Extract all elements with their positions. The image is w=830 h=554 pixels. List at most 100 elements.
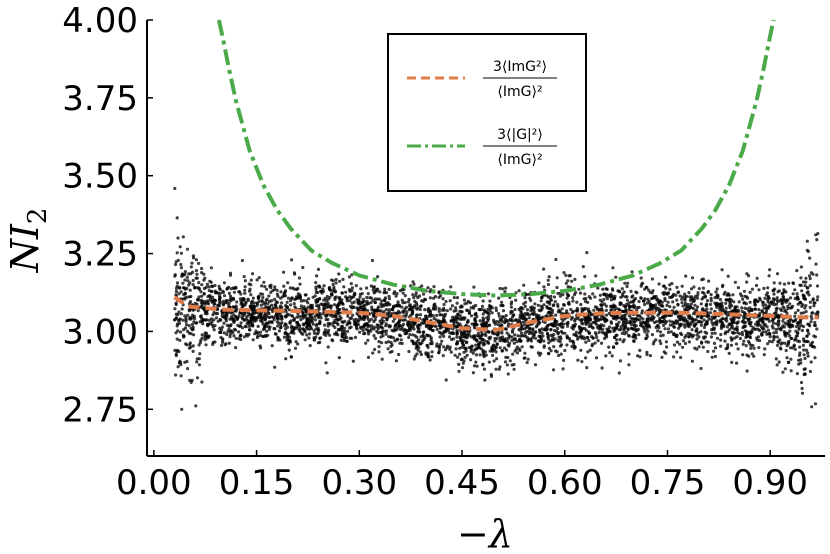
- scatter-point: [191, 278, 195, 283]
- scatter-point: [632, 339, 636, 343]
- scatter-point: [742, 339, 746, 343]
- scatter-point: [562, 358, 566, 362]
- scatter-point: [458, 322, 462, 326]
- scatter-point: [633, 328, 638, 332]
- scatter-point: [383, 287, 387, 291]
- scatter-point: [399, 338, 403, 342]
- scatter-point: [308, 332, 312, 336]
- scatter-point: [672, 343, 677, 347]
- scatter-point: [448, 347, 452, 351]
- scatter-point: [556, 291, 560, 296]
- scatter-point: [182, 328, 186, 332]
- scatter-point: [775, 298, 779, 302]
- scatter-point: [361, 328, 365, 333]
- scatter-point: [560, 325, 564, 329]
- scatter-point: [695, 305, 700, 309]
- scatter-point: [237, 330, 241, 334]
- scatter-point: [475, 315, 479, 319]
- scatter-point: [345, 299, 349, 303]
- scatter-point: [295, 321, 299, 325]
- scatter-point: [366, 292, 370, 296]
- scatter-point: [202, 278, 206, 282]
- scatter-point: [342, 329, 347, 333]
- scatter-point: [207, 318, 211, 322]
- scatter-point: [763, 322, 767, 327]
- scatter-point: [521, 320, 525, 324]
- scatter-point: [584, 299, 588, 304]
- scatter-point: [594, 274, 598, 278]
- scatter-point: [203, 333, 207, 338]
- scatter-point: [259, 303, 263, 307]
- scatter-point: [218, 287, 222, 291]
- scatter-point: [418, 313, 422, 317]
- scatter-point: [379, 325, 383, 329]
- scatter-point: [270, 344, 274, 348]
- scatter-point: [701, 307, 705, 311]
- scatter-point: [429, 338, 433, 342]
- scatter-point: [738, 336, 743, 341]
- scatter-point: [660, 355, 664, 359]
- scatter-point: [392, 336, 396, 340]
- scatter-point: [810, 317, 814, 321]
- scatter-point: [512, 337, 516, 341]
- scatter-point: [514, 298, 518, 302]
- scatter-point: [734, 309, 738, 313]
- scatter-point: [404, 312, 409, 316]
- x-tick-label: 0.45: [424, 463, 500, 503]
- scatter-point: [469, 349, 473, 354]
- scatter-point: [663, 298, 667, 303]
- scatter-point: [288, 339, 292, 343]
- scatter-point: [654, 338, 658, 342]
- scatter-point: [718, 297, 723, 302]
- scatter-point: [273, 285, 277, 289]
- scatter-point: [240, 326, 245, 330]
- scatter-point: [573, 324, 577, 328]
- scatter-point: [179, 266, 183, 270]
- scatter-point: [809, 314, 813, 318]
- scatter-point: [193, 317, 197, 321]
- scatter-point: [348, 299, 352, 303]
- scatter-point: [394, 359, 398, 363]
- scatter-point: [304, 313, 308, 317]
- scatter-point: [604, 304, 609, 308]
- scatter-point: [294, 340, 298, 344]
- scatter-point: [628, 321, 632, 325]
- scatter-point: [714, 290, 718, 294]
- scatter-point: [682, 323, 687, 327]
- scatter-point: [547, 351, 551, 355]
- scatter-point: [263, 285, 267, 289]
- series-line-1: [173, 295, 819, 332]
- scatter-point: [806, 340, 810, 344]
- scatter-point: [526, 357, 530, 361]
- scatter-point: [804, 310, 808, 314]
- scatter-point: [437, 350, 441, 355]
- scatter-point: [375, 297, 379, 301]
- scatter-point: [674, 293, 678, 297]
- scatter-point: [678, 318, 682, 322]
- scatter-point: [505, 339, 510, 343]
- scatter-point: [295, 295, 299, 299]
- scatter-point: [214, 290, 218, 294]
- scatter-point: [626, 281, 630, 285]
- scatter-point: [513, 307, 517, 312]
- scatter-point: [609, 298, 614, 302]
- scatter-point: [558, 340, 562, 344]
- scatter-point: [275, 300, 279, 305]
- scatter-point: [349, 325, 353, 329]
- scatter-point: [243, 288, 247, 292]
- scatter-point: [188, 341, 192, 345]
- scatter-point: [498, 346, 502, 350]
- scatter-point: [288, 321, 292, 325]
- scatter-point: [197, 287, 201, 291]
- scatter-point: [442, 308, 446, 312]
- scatter-point: [353, 335, 358, 339]
- scatter-point: [415, 313, 419, 317]
- scatter-point: [788, 329, 792, 333]
- scatter-point: [572, 333, 576, 337]
- scatter-point: [660, 304, 664, 308]
- scatter-point: [772, 337, 776, 342]
- scatter-point: [686, 302, 690, 307]
- scatter-point: [709, 293, 713, 297]
- scatter-point: [425, 343, 429, 348]
- scatter-point: [742, 325, 747, 329]
